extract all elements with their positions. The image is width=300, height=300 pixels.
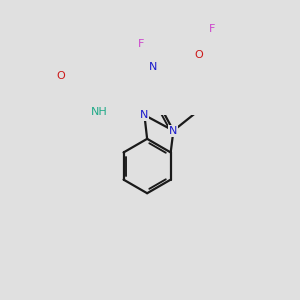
Text: N: N <box>140 110 148 120</box>
Text: O: O <box>195 50 204 59</box>
Text: O: O <box>56 71 65 81</box>
Text: F: F <box>209 24 216 34</box>
Text: N: N <box>149 62 158 73</box>
Text: NH: NH <box>91 106 107 117</box>
Text: F: F <box>137 39 144 49</box>
Text: N: N <box>169 126 178 136</box>
